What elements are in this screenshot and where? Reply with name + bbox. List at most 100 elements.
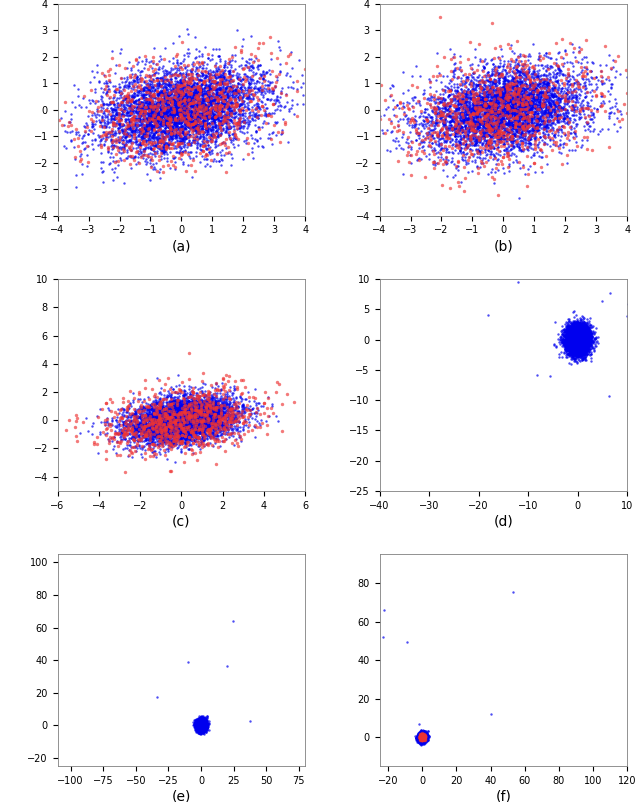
Point xyxy=(417,731,428,744)
Point xyxy=(570,333,580,346)
Point xyxy=(504,83,514,95)
Point xyxy=(492,102,502,115)
Point xyxy=(569,351,579,364)
Point xyxy=(177,113,188,126)
Point xyxy=(513,50,524,63)
Point xyxy=(184,406,195,419)
Point xyxy=(152,107,163,119)
Point xyxy=(572,336,582,349)
Point xyxy=(558,103,568,115)
Point xyxy=(167,97,177,110)
Point xyxy=(151,450,161,463)
Point xyxy=(173,93,184,106)
Point xyxy=(420,731,431,743)
Point xyxy=(196,109,206,122)
Point xyxy=(223,99,233,111)
Point xyxy=(216,429,226,442)
Point xyxy=(199,721,209,734)
Point xyxy=(484,124,494,136)
Point xyxy=(118,95,129,107)
Point xyxy=(574,332,584,345)
Point xyxy=(560,45,570,58)
Point xyxy=(234,103,244,115)
Point xyxy=(198,722,208,735)
Point xyxy=(196,716,206,729)
Point xyxy=(175,96,186,109)
Point xyxy=(417,729,428,742)
Point xyxy=(565,334,575,346)
Point xyxy=(464,91,474,103)
Point xyxy=(144,123,154,136)
Point xyxy=(147,75,157,88)
Point xyxy=(193,724,204,737)
Point xyxy=(182,406,193,419)
Point xyxy=(191,723,202,735)
Point xyxy=(177,401,188,414)
Point xyxy=(417,730,427,743)
Point xyxy=(194,723,204,735)
Point xyxy=(197,380,207,393)
Point xyxy=(574,67,584,80)
Point xyxy=(196,719,207,731)
Point xyxy=(415,731,426,743)
Point xyxy=(198,722,209,735)
Point xyxy=(163,95,173,108)
Point xyxy=(194,719,204,732)
Point xyxy=(193,422,204,435)
Point xyxy=(143,114,153,127)
Point xyxy=(196,716,207,729)
Point xyxy=(232,412,242,425)
Point xyxy=(498,131,508,144)
Point xyxy=(546,100,556,113)
Point xyxy=(180,415,190,428)
Point xyxy=(197,723,207,736)
Point xyxy=(112,427,122,439)
Point xyxy=(417,731,428,744)
Point xyxy=(176,417,186,430)
Point xyxy=(611,99,621,112)
Point xyxy=(196,99,206,112)
Point xyxy=(418,731,428,744)
Point xyxy=(145,431,155,444)
Point xyxy=(419,732,429,745)
Point xyxy=(154,438,164,451)
Point xyxy=(195,717,205,730)
Point xyxy=(179,391,189,404)
Point xyxy=(209,419,219,431)
Point xyxy=(292,83,302,95)
Point xyxy=(575,324,586,337)
Point xyxy=(568,331,579,344)
Point xyxy=(105,150,115,163)
Point xyxy=(190,402,200,415)
Point xyxy=(417,731,427,744)
Point xyxy=(420,734,430,747)
Point xyxy=(243,91,253,104)
Point xyxy=(417,734,428,747)
Point xyxy=(529,91,539,104)
Point xyxy=(243,80,253,93)
Point xyxy=(476,116,486,129)
Point xyxy=(193,724,204,737)
Point xyxy=(158,124,168,137)
Point xyxy=(419,731,429,744)
Point xyxy=(419,731,429,744)
Point xyxy=(543,103,553,116)
Point xyxy=(468,77,478,90)
Point xyxy=(176,423,186,435)
Point xyxy=(417,731,427,743)
Point xyxy=(568,322,578,335)
Point xyxy=(419,728,429,741)
Point xyxy=(163,430,173,443)
Point xyxy=(220,98,230,111)
Point xyxy=(513,111,524,124)
Point xyxy=(170,433,180,446)
Point xyxy=(232,422,242,435)
Point xyxy=(572,322,582,334)
Point xyxy=(480,53,490,66)
Point xyxy=(404,103,414,115)
Point xyxy=(575,334,585,347)
Point xyxy=(577,139,587,152)
Point xyxy=(199,95,209,107)
Point xyxy=(195,718,205,731)
Point xyxy=(136,419,147,432)
